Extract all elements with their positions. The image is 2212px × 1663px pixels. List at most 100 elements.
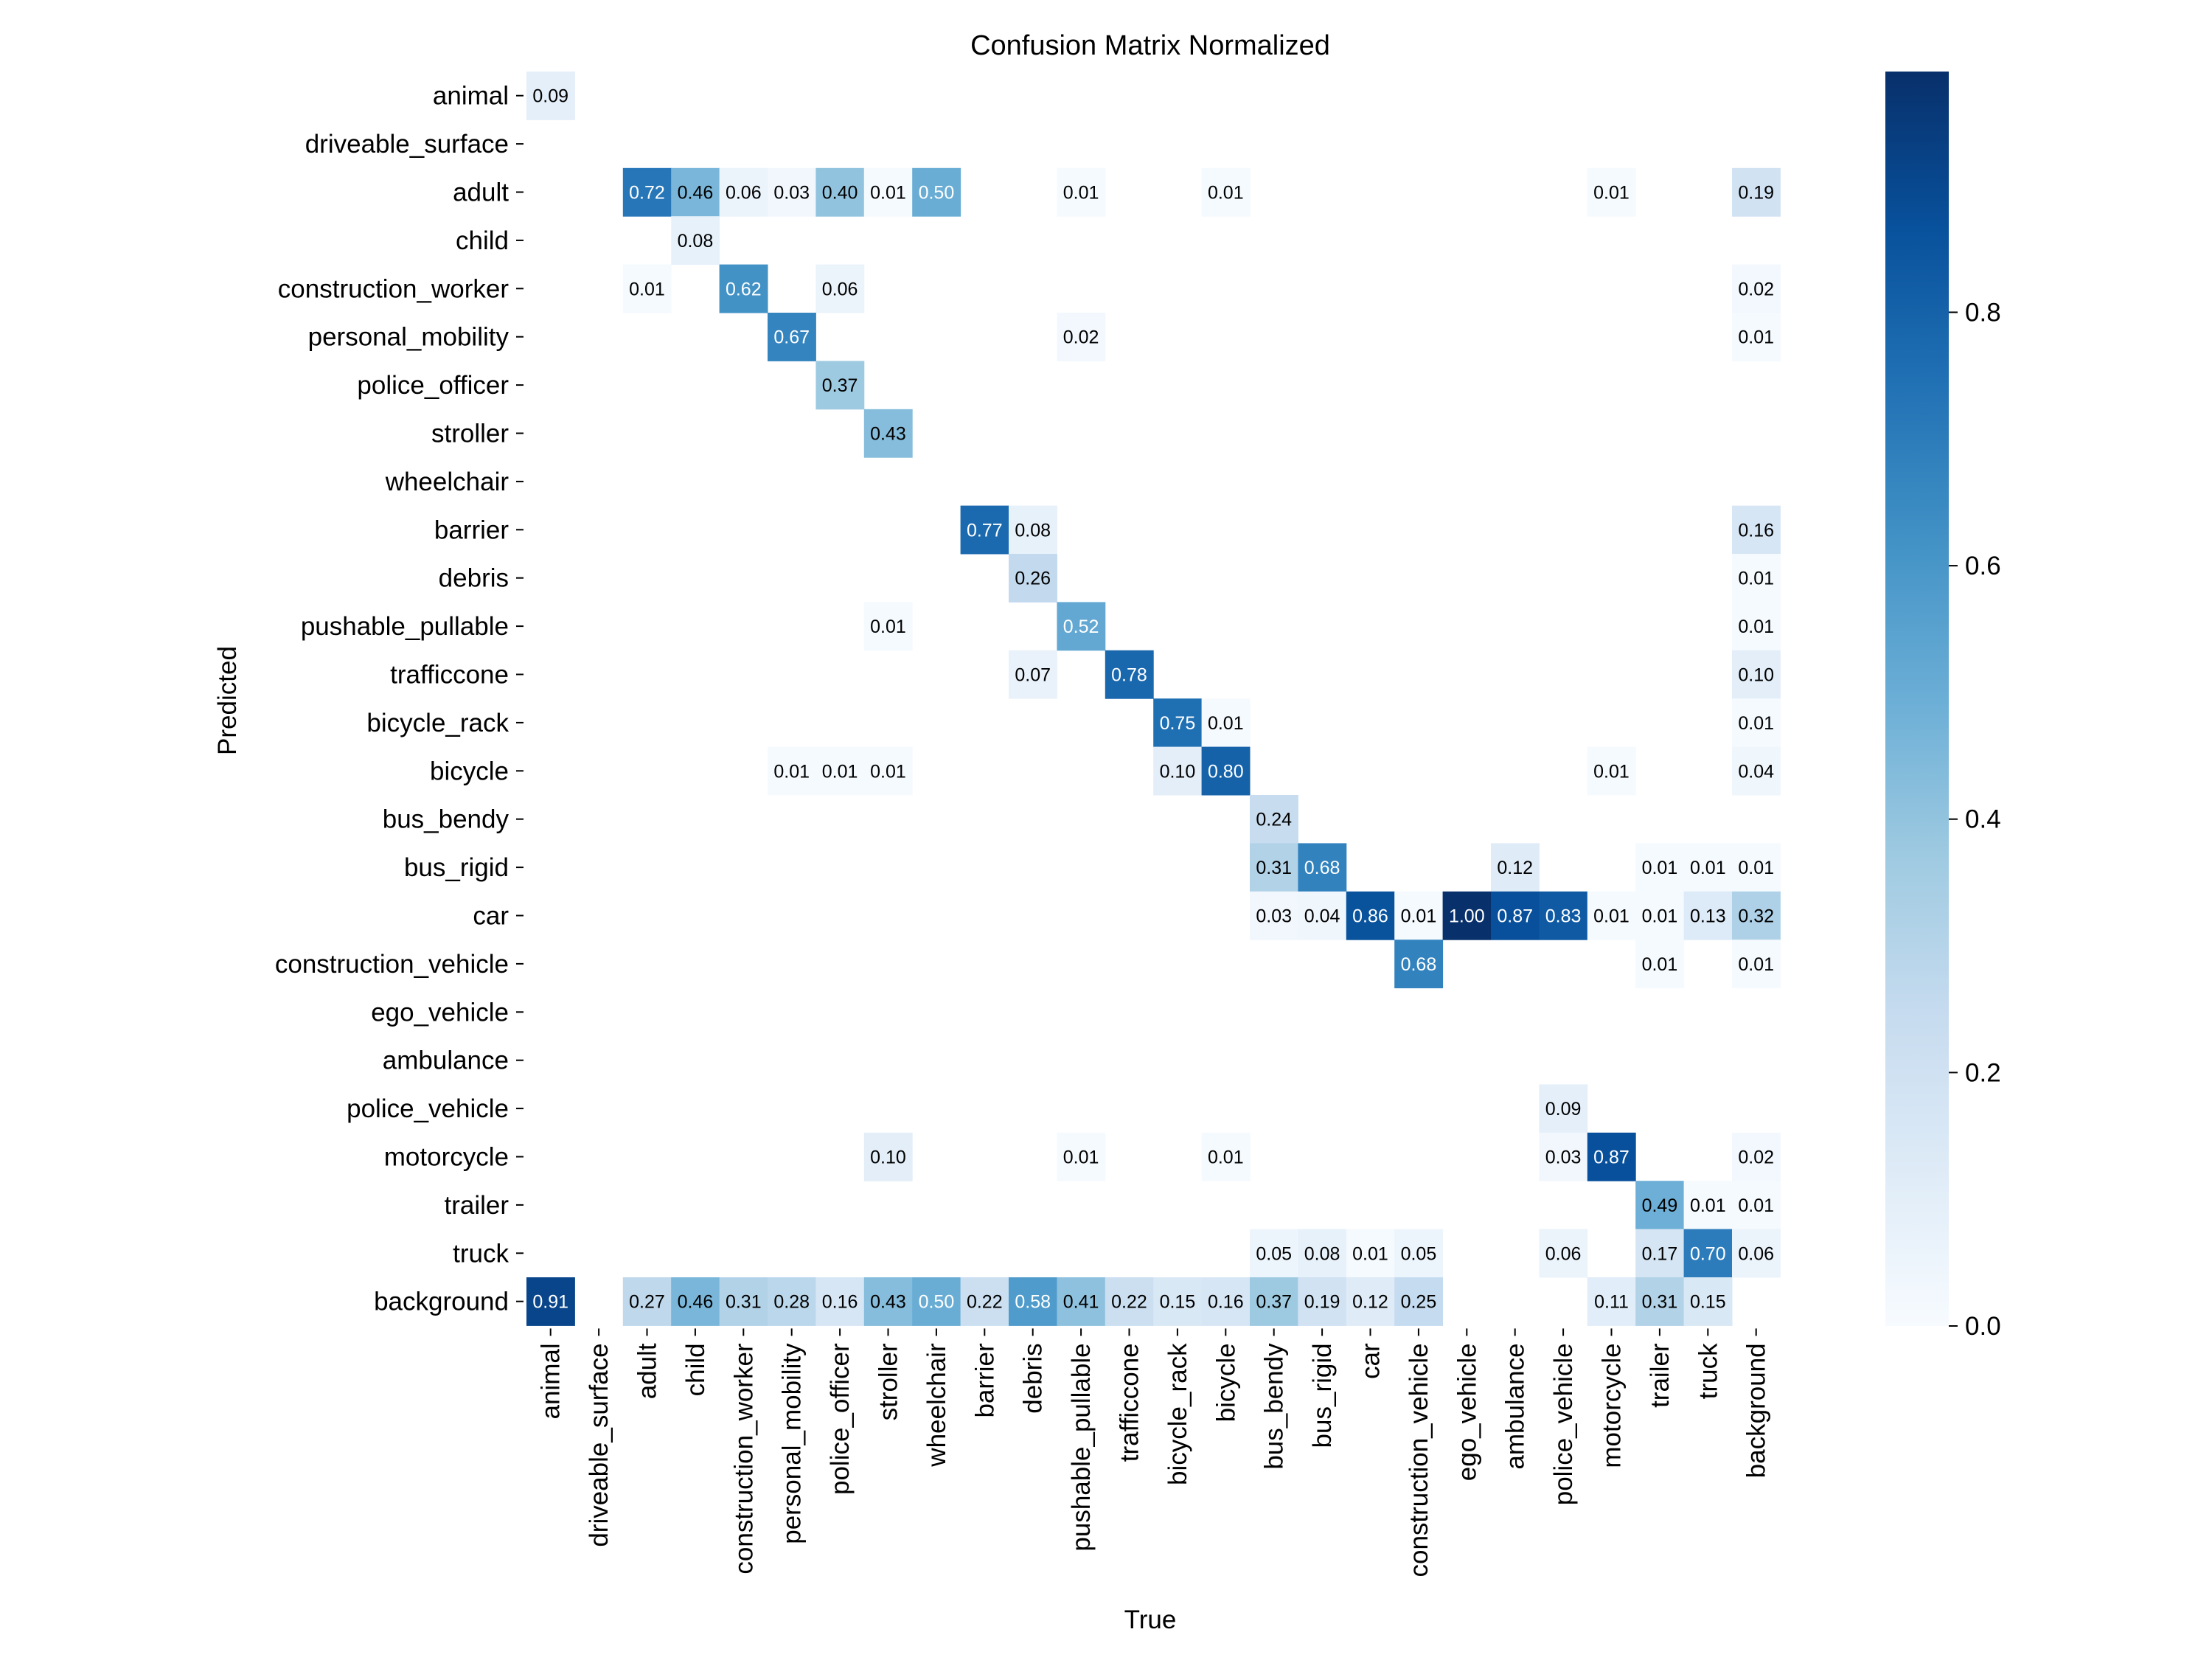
cell-motorcycle-background	[1732, 1132, 1781, 1181]
cell-label-motorcycle-motorcycle: 0.87	[1593, 1148, 1630, 1168]
cell-label-adult-stroller: 0.01	[870, 183, 906, 204]
cell-debris-debris	[1009, 554, 1057, 603]
cell-construction-worker-background	[1732, 264, 1781, 313]
cell-bicycle-bicycle-rack	[1153, 746, 1203, 796]
cell-label-bicycle-rack-bicycle-rack: 0.75	[1160, 713, 1196, 734]
cell-label-background-stroller: 0.43	[870, 1292, 906, 1313]
cell-label-background-bus-rigid: 0.19	[1304, 1292, 1340, 1313]
y-tick-label-personal-mobility: personal_mobility	[308, 323, 509, 352]
cell-truck-car	[1346, 1229, 1395, 1278]
cell-label-background-personal-mobility: 0.28	[773, 1292, 810, 1313]
y-tick-label-trafficcone: trafficcone	[390, 661, 509, 690]
x-tick-label-trafficcone: trafficcone	[1116, 1343, 1144, 1462]
cell-label-bus-rigid-background: 0.01	[1738, 858, 1774, 878]
cell-label-bus-rigid-ambulance: 0.12	[1497, 858, 1533, 878]
cell-label-background-bicycle-rack: 0.15	[1160, 1292, 1196, 1313]
cell-label-adult-wheelchair: 0.50	[919, 183, 955, 204]
cell-construction-vehicle-construction-vehicle	[1394, 940, 1444, 989]
cell-background-police-officer	[815, 1277, 865, 1326]
cell-label-trafficcone-trafficcone: 0.78	[1111, 665, 1147, 686]
cell-label-bicycle-motorcycle: 0.01	[1593, 761, 1630, 782]
cell-police-officer-police-officer	[815, 361, 865, 410]
cell-debris-background	[1732, 554, 1781, 603]
cell-background-pushable-pullable	[1057, 1277, 1106, 1326]
cell-label-bus-rigid-truck: 0.01	[1690, 858, 1726, 878]
cell-label-background-bus-bendy: 0.37	[1256, 1292, 1292, 1313]
cell-construction-worker-adult	[622, 264, 672, 313]
x-tick-label-animal: animal	[537, 1343, 566, 1419]
cell-label-bicycle-rack-bicycle: 0.01	[1208, 713, 1244, 734]
cell-car-motorcycle	[1587, 891, 1636, 940]
cell-label-car-ambulance: 0.87	[1497, 906, 1533, 927]
cell-truck-bus-bendy	[1250, 1229, 1298, 1278]
colorbar-ticks: 0.0 0.2 0.4 0.6 0.8	[1949, 298, 2001, 1341]
cell-trailer-trailer	[1635, 1181, 1685, 1230]
cell-adult-wheelchair	[912, 167, 961, 217]
cell-label-car-bus-rigid: 0.04	[1304, 906, 1340, 927]
cell-label-personal-mobility-background: 0.01	[1738, 327, 1774, 348]
cell-car-police-vehicle	[1539, 891, 1588, 940]
y-tick-label-stroller: stroller	[431, 420, 509, 448]
cell-label-personal-mobility-pushable-pullable: 0.02	[1063, 327, 1099, 348]
cell-label-background-construction-vehicle: 0.25	[1401, 1292, 1437, 1313]
y-tick-label-trailer: trailer	[444, 1191, 509, 1220]
cell-trafficcone-trafficcone	[1105, 650, 1154, 699]
x-tick-label-personal-mobility: personal_mobility	[778, 1343, 807, 1544]
y-tick-label-pushable-pullable: pushable_pullable	[301, 612, 509, 641]
cell-label-car-police-vehicle: 0.83	[1545, 906, 1582, 927]
x-tick-label-construction-worker: construction_worker	[729, 1343, 758, 1575]
x-tick-label-barrier: barrier	[970, 1343, 999, 1417]
y-tick-label-police-officer: police_officer	[357, 371, 509, 400]
cell-label-background-construction-worker: 0.31	[726, 1292, 762, 1313]
x-tick-label-pushable-pullable: pushable_pullable	[1067, 1343, 1096, 1551]
cell-label-motorcycle-background: 0.02	[1738, 1148, 1774, 1168]
cell-bus-rigid-trailer	[1635, 843, 1685, 892]
cell-label-background-trafficcone: 0.22	[1111, 1292, 1147, 1313]
cell-label-police-vehicle-police-vehicle: 0.09	[1545, 1099, 1582, 1119]
y-tick-label-animal: animal	[433, 82, 509, 111]
cell-label-car-ego-vehicle: 1.00	[1449, 906, 1485, 927]
cell-label-child-child: 0.08	[678, 231, 714, 251]
x-tick-label-background: background	[1742, 1343, 1771, 1478]
cell-label-pushable-pullable-stroller: 0.01	[870, 617, 906, 637]
x-tick-label-child: child	[681, 1343, 710, 1396]
x-tick-label-wheelchair: wheelchair	[922, 1343, 951, 1468]
cell-adult-adult	[622, 167, 672, 217]
cell-label-animal-animal: 0.09	[532, 86, 568, 107]
cell-adult-background	[1732, 167, 1781, 217]
cell-label-adult-background: 0.19	[1738, 183, 1774, 204]
cell-label-bicycle-rack-background: 0.01	[1738, 713, 1774, 734]
cell-car-bus-bendy	[1250, 891, 1298, 940]
cell-background-trafficcone	[1105, 1277, 1154, 1326]
cell-truck-police-vehicle	[1539, 1229, 1588, 1278]
cell-label-background-wheelchair: 0.50	[919, 1292, 955, 1313]
colorbar: 0.0 0.2 0.4 0.6 0.8	[1885, 72, 2001, 1341]
cell-adult-stroller	[863, 167, 913, 217]
cell-background-wheelchair	[912, 1277, 961, 1326]
cell-label-trafficcone-background: 0.10	[1738, 665, 1774, 686]
cell-label-car-car: 0.86	[1352, 906, 1388, 927]
cell-label-car-background: 0.32	[1738, 906, 1774, 927]
cell-background-debris	[1009, 1277, 1057, 1326]
cell-label-car-construction-vehicle: 0.01	[1401, 906, 1437, 927]
cell-label-background-child: 0.46	[678, 1292, 714, 1313]
y-tick-label-construction-worker: construction_worker	[278, 274, 509, 303]
heatmap-cells	[526, 72, 1781, 1326]
cell-barrier-barrier	[960, 505, 1009, 555]
cell-motorcycle-stroller	[863, 1132, 913, 1181]
y-tick-label-construction-vehicle: construction_vehicle	[275, 950, 509, 979]
cell-label-truck-trailer: 0.17	[1642, 1243, 1678, 1264]
cell-label-bus-rigid-bus-rigid: 0.68	[1304, 858, 1340, 878]
cell-bus-rigid-bus-rigid	[1298, 843, 1347, 892]
cell-background-bicycle	[1201, 1277, 1251, 1326]
cell-label-bicycle-bicycle: 0.80	[1208, 761, 1244, 782]
x-tick-label-truck: truck	[1694, 1343, 1722, 1399]
cell-background-child	[671, 1277, 720, 1326]
cell-label-construction-worker-police-officer: 0.06	[822, 279, 858, 299]
y-tick-label-motorcycle: motorcycle	[384, 1143, 509, 1172]
cell-bicycle-motorcycle	[1587, 746, 1636, 796]
cell-label-construction-vehicle-trailer: 0.01	[1642, 954, 1678, 975]
x-tick-label-bus-rigid: bus_rigid	[1308, 1343, 1337, 1448]
